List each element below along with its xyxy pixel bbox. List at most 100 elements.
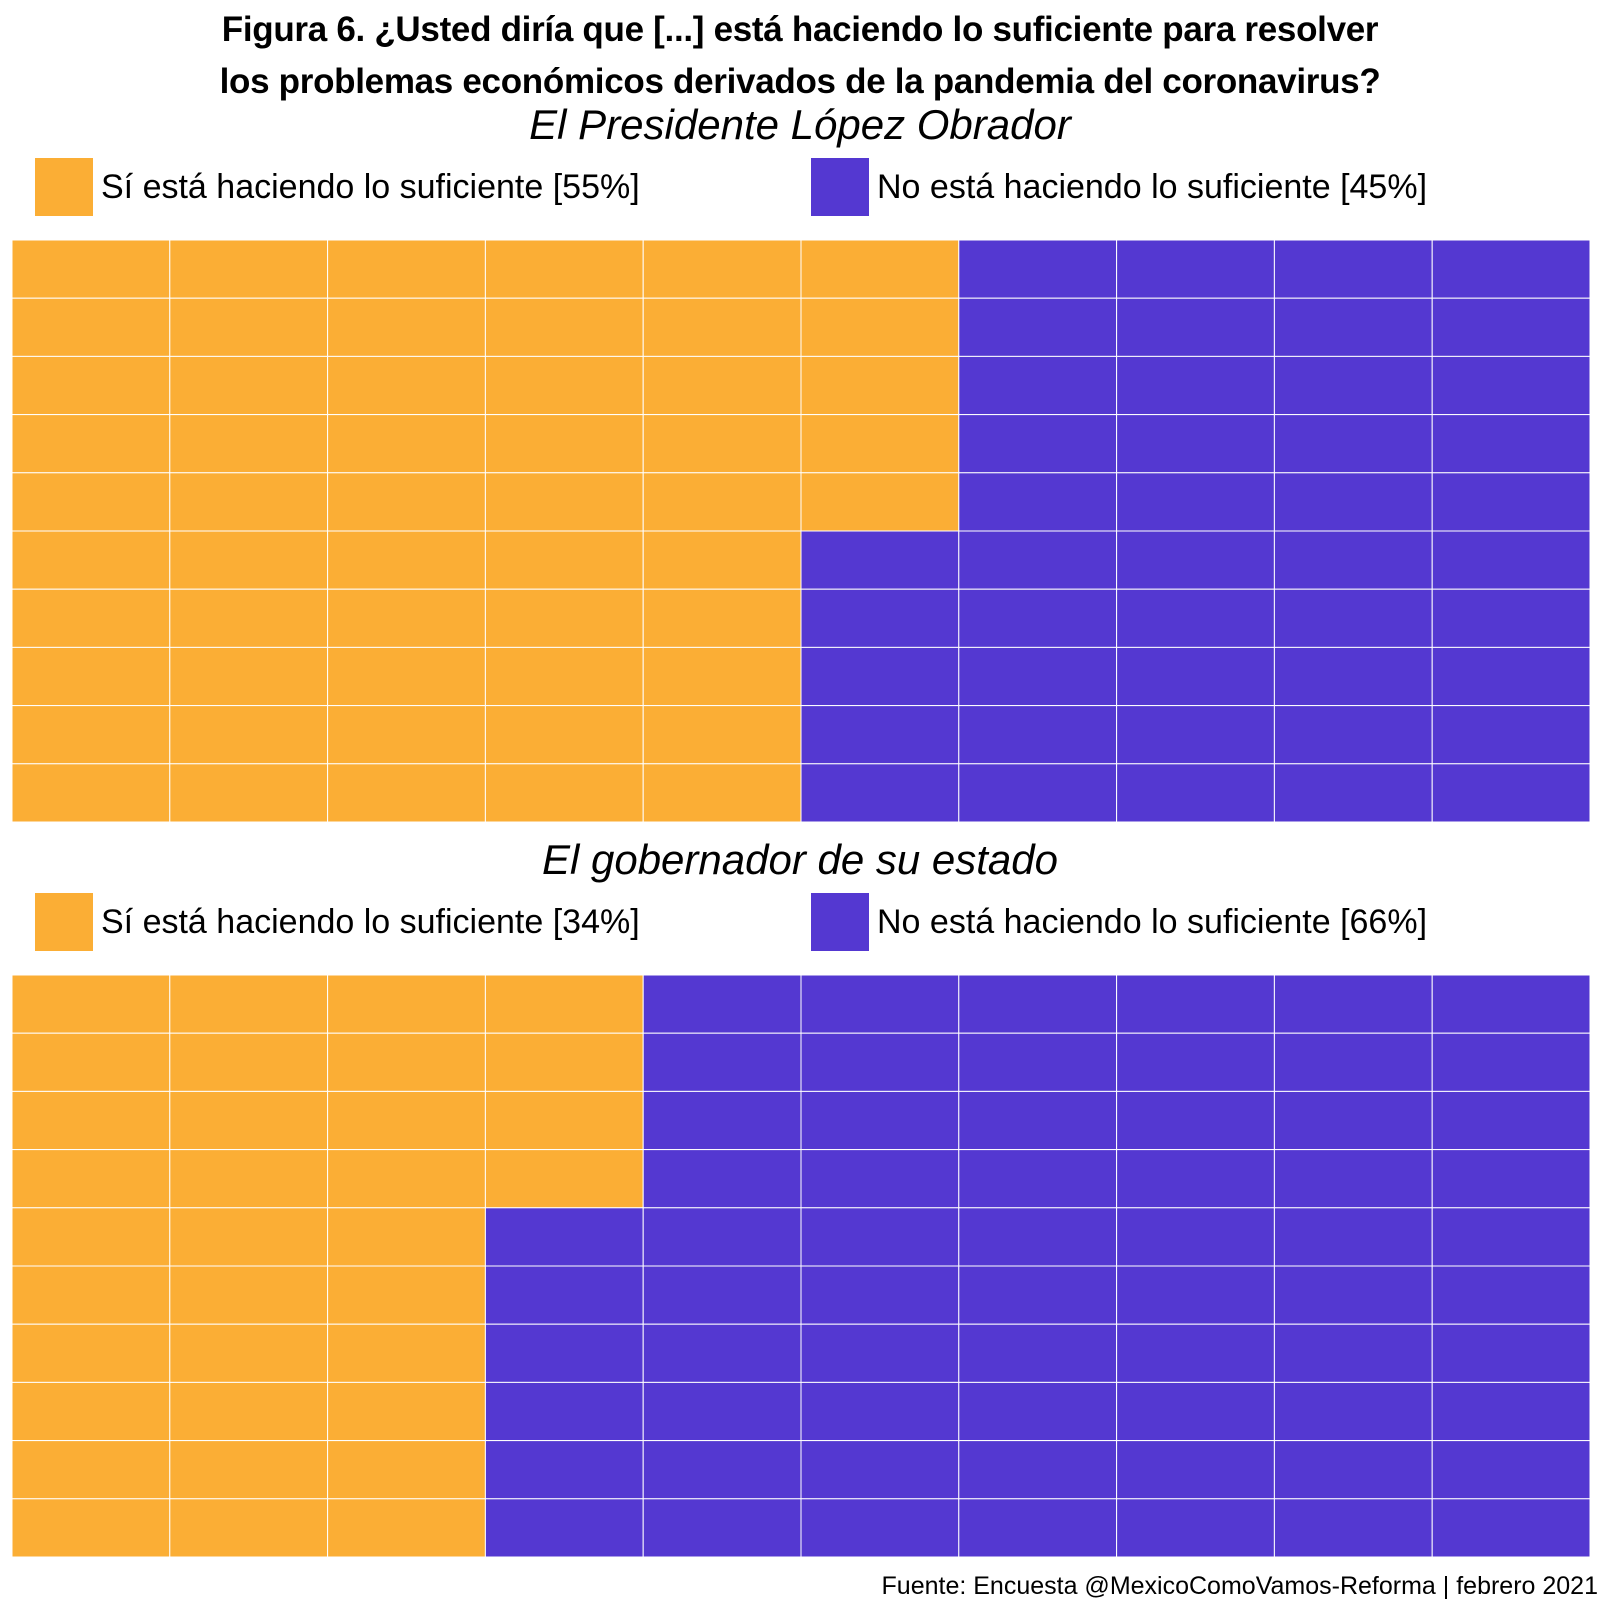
waffle-cell-si [327,530,486,590]
waffle-cell-si [169,530,329,590]
waffle-cell-no [958,1265,1118,1325]
waffle-cell-si [327,1032,486,1092]
waffle-cell-si [12,1265,171,1325]
waffle-cell-si [12,530,171,590]
waffle-cell-no [1431,355,1590,416]
legend-label-no: No está haciendo lo suficiente [45%] [877,168,1428,206]
waffle-cell-no [1116,240,1275,299]
waffle-cell-si [327,297,486,357]
waffle-cell-no [800,1323,960,1383]
waffle-cell-no [484,1323,644,1383]
legend-label-no: No está haciendo lo suficiente [66%] [877,903,1428,941]
waffle-cell-no [1273,646,1433,707]
waffle-cell-no [1431,1498,1590,1557]
waffle-cell-si [12,1149,171,1209]
waffle-cell-no [1431,530,1590,590]
waffle-cell-si [327,975,486,1034]
waffle-cell-no [1116,975,1275,1034]
waffle-cell-no [1116,414,1275,474]
waffle-cell-no [1273,588,1433,648]
waffle-cell-si [12,1032,171,1092]
waffle-cell-no [484,1440,644,1500]
waffle-cell-no [958,530,1118,590]
waffle-cell-no [800,530,960,590]
waffle-cell-no [800,1498,960,1557]
waffle-cell-no [484,1207,644,1267]
waffle-cell-no [958,763,1118,822]
waffle-cell-si [327,1207,486,1267]
waffle-cell-no [1431,1265,1590,1325]
waffle-cell-si [169,1323,329,1383]
waffle-cell-no [1273,975,1433,1034]
waffle-cell-no [800,646,960,707]
waffle-cell-no [1431,1440,1590,1500]
waffle-cell-no [800,763,960,822]
waffle-cell-no [1431,297,1590,357]
waffle-cell-no [1431,646,1590,707]
waffle-cell-no [1273,1265,1433,1325]
waffle-cell-no [1273,705,1433,765]
waffle-cell-si [484,588,644,648]
waffle-cell-si [169,1498,329,1557]
legend-label-si: Sí está haciendo lo suficiente [55%] [101,168,640,206]
waffle-cell-no [958,1323,1118,1383]
waffle-cell-si [12,1090,171,1151]
waffle-cell-no [958,1149,1118,1209]
waffle-cell-no [642,1498,802,1557]
panel-title: El Presidente López Obrador [529,101,1071,148]
waffle-cell-no [1273,355,1433,416]
waffle-cell-no [484,1498,644,1557]
waffle-cell-si [327,1265,486,1325]
waffle-cell-si [327,472,486,532]
source-note: Fuente: Encuesta @MexicoComoVamos-Reform… [881,1572,1598,1600]
waffle-svg [12,975,1590,1557]
waffle-cell-no [958,705,1118,765]
waffle-cell-no [642,1265,802,1325]
waffle-cell-si [169,1207,329,1267]
waffle-cell-no [1431,1207,1590,1267]
waffle-cell-no [958,355,1118,416]
waffle-cell-no [1431,1149,1590,1209]
waffle-cell-si [484,1090,644,1151]
waffle-cell-no [800,1381,960,1442]
waffle-cell-no [958,1090,1118,1151]
waffle-cell-no [1431,1032,1590,1092]
waffle-cell-no [1116,472,1275,532]
waffle-cell-si [642,414,802,474]
figure-title-line-2: los problemas económicos derivados de la… [219,62,1381,101]
waffle-cell-si [327,705,486,765]
waffle-cell-no [1116,355,1275,416]
waffle-cell-no [1116,705,1275,765]
waffle-cell-no [1273,1498,1433,1557]
waffle-cell-si [484,414,644,474]
waffle-cell-si [169,1381,329,1442]
legend-swatch-si [35,158,93,216]
waffle-cell-no [1273,414,1433,474]
waffle-cell-si [12,1207,171,1267]
waffle-cell-no [642,1032,802,1092]
waffle-cell-si [169,588,329,648]
waffle-cell-no [1273,530,1433,590]
waffle-cell-no [1273,763,1433,822]
waffle-cell-si [169,763,329,822]
waffle-cell-no [800,1207,960,1267]
waffle-cell-si [484,297,644,357]
waffle-cell-no [1116,1265,1275,1325]
waffle-cell-no [800,1265,960,1325]
waffle-cell-si [484,530,644,590]
waffle-cell-si [642,763,802,822]
waffle-cell-no [958,1440,1118,1500]
waffle-cell-si [327,1498,486,1557]
waffle-cell-no [958,646,1118,707]
waffle-cell-no [1116,1032,1275,1092]
waffle-cell-si [327,1090,486,1151]
waffle-cell-si [800,240,960,299]
waffle-cell-no [1431,1323,1590,1383]
waffle-cell-si [169,1440,329,1500]
waffle-cell-no [800,705,960,765]
waffle-cell-si [12,414,171,474]
waffle-cell-no [958,1032,1118,1092]
waffle-cell-no [1116,1498,1275,1557]
waffle-cell-si [169,1032,329,1092]
waffle-cell-si [169,1149,329,1209]
